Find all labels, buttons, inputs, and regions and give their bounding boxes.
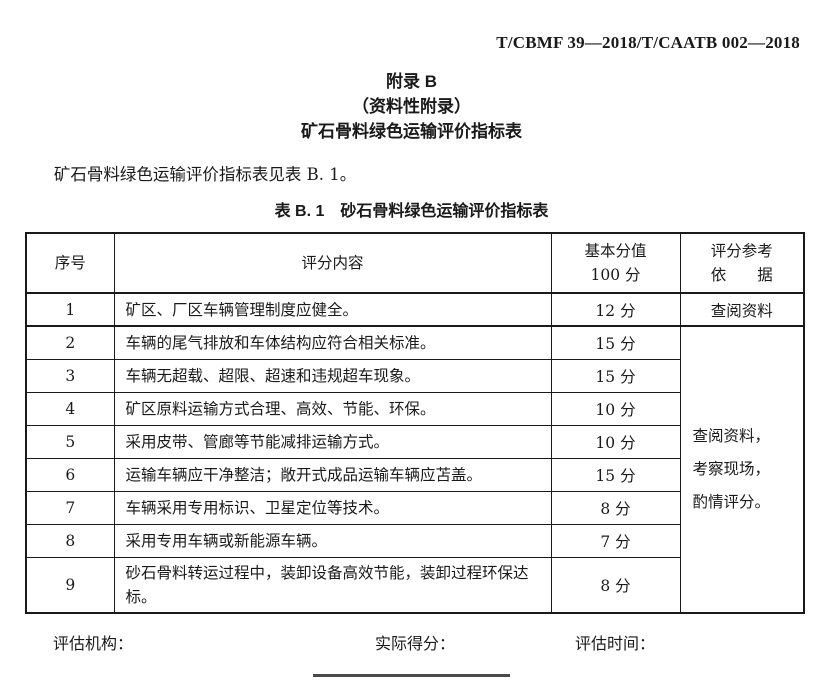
cell-content: 矿区、厂区车辆管理制度应健全。 <box>113 292 552 327</box>
page-footer-rule <box>313 674 510 677</box>
header-reference-line2: 依 据 <box>710 266 773 284</box>
reference-line: 酌情评分。 <box>692 492 771 511</box>
cell-score: 15 分 <box>550 358 681 393</box>
reference-line: 查阅资料， <box>692 426 771 445</box>
cell-reference: 查阅资料 <box>679 292 805 327</box>
table-row: 4 矿区原料运输方式合理、高效、节能、环保。 10 分 <box>25 391 804 426</box>
cell-content: 矿区原料运输方式合理、高效、节能、环保。 <box>113 391 552 426</box>
evaluation-time-label: 评估时间： <box>575 633 656 653</box>
table-row: 8 采用专用车辆或新能源车辆。 7 分 <box>25 523 804 558</box>
cell-score: 10 分 <box>550 391 681 426</box>
header-base-score: 基本分值 100 分 <box>550 232 681 294</box>
appendix-title: 附录 B <box>386 72 437 91</box>
actual-score-label: 实际得分： <box>375 633 456 653</box>
intro-paragraph: 矿石骨料绿色运输评价指标表见表 B. 1。 <box>53 165 357 184</box>
header-base-score-line2: 100 分 <box>590 266 641 284</box>
cell-content: 车辆的尾气排放和车体结构应符合相关标准。 <box>113 325 552 360</box>
cell-serial: 8 <box>25 523 115 558</box>
appendix-heading: 矿石骨料绿色运输评价指标表 <box>301 122 522 141</box>
header-reference-line1: 评分参考 <box>710 242 773 260</box>
evaluation-footer: 评估机构： 实际得分： 评估时间： <box>0 626 823 666</box>
cell-content: 砂石骨料转运过程中，装卸设备高效节能，装卸过程环保达标。 <box>113 556 552 613</box>
cell-content: 采用皮带、管廊等节能减排运输方式。 <box>113 424 552 459</box>
cell-score: 7 分 <box>550 523 681 558</box>
cell-serial: 1 <box>25 292 115 327</box>
cell-score: 8 分 <box>550 556 681 613</box>
cell-serial: 3 <box>25 358 115 393</box>
table-row: 2 车辆的尾气排放和车体结构应符合相关标准。 15 分 查阅资料， 考察现场， … <box>25 325 805 613</box>
cell-serial: 6 <box>25 457 115 492</box>
cell-content: 车辆无超载、超限、超速和违规超车现象。 <box>113 358 552 393</box>
appendix-heading-block: 附录 B （资料性附录） 矿石骨料绿色运输评价指标表 <box>0 69 823 144</box>
header-base-score-line1: 基本分值 <box>584 242 647 260</box>
evaluation-org-label: 评估机构： <box>53 633 134 653</box>
header-reference-basis: 评分参考 依 据 <box>679 232 805 294</box>
cell-score: 10 分 <box>550 424 681 459</box>
cell-score: 15 分 <box>550 325 681 360</box>
cell-serial: 4 <box>25 391 115 426</box>
cell-content: 运输车辆应干净整洁；敞开式成品运输车辆应苫盖。 <box>113 457 552 492</box>
cell-score: 15 分 <box>550 457 681 492</box>
table-caption: 表 B. 1 砂石骨料绿色运输评价指标表 <box>274 203 549 220</box>
cell-score: 12 分 <box>550 292 681 327</box>
appendix-subtitle: （资料性附录） <box>352 97 471 116</box>
cell-serial: 5 <box>25 424 115 459</box>
indicators-table: 序号 评分内容 基本分值 100 分 评分参考 依 据 1 矿区、厂区车辆管理制… <box>25 232 805 614</box>
table-row: 9 砂石骨料转运过程中，装卸设备高效节能，装卸过程环保达标。 8 分 <box>25 556 804 613</box>
table-header-row: 序号 评分内容 基本分值 100 分 评分参考 依 据 <box>25 232 805 294</box>
cell-serial: 2 <box>25 325 115 360</box>
table-row: 3 车辆无超载、超限、超速和违规超车现象。 15 分 <box>25 358 804 393</box>
cell-reference-merged: 查阅资料， 考察现场， 酌情评分。 <box>679 325 805 613</box>
header-serial-number: 序号 <box>25 232 115 294</box>
cell-serial: 9 <box>25 556 115 613</box>
cell-content: 采用专用车辆或新能源车辆。 <box>113 523 552 558</box>
table-row: 1 矿区、厂区车辆管理制度应健全。 12 分 查阅资料 <box>25 292 805 327</box>
standard-number: T/CBMF 39—2018/T/CAATB 002—2018 <box>496 33 800 52</box>
table-row: 6 运输车辆应干净整洁；敞开式成品运输车辆应苫盖。 15 分 <box>25 457 804 492</box>
cell-serial: 7 <box>25 490 115 525</box>
cell-content: 车辆采用专用标识、卫星定位等技术。 <box>113 490 552 525</box>
table-row: 7 车辆采用专用标识、卫星定位等技术。 8 分 <box>25 490 804 525</box>
cell-score: 8 分 <box>550 490 681 525</box>
reference-line: 考察现场， <box>692 459 771 478</box>
header-scoring-content: 评分内容 <box>113 232 552 294</box>
